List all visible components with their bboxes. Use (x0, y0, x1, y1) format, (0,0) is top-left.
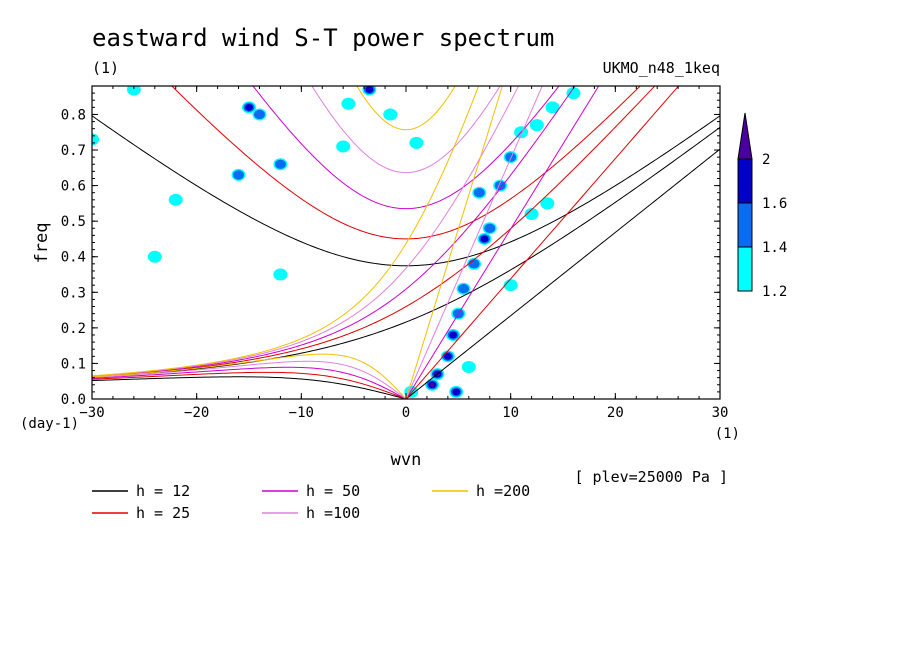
y-tick-label: 0.3 (61, 285, 86, 301)
colorbar: 1.2 1.4 1.6 2 (737, 112, 787, 300)
x-axis-label: wvn (391, 450, 422, 470)
contour-patch (503, 279, 518, 292)
chart-subtitle-right: UKMO_n48_1keq (603, 59, 720, 77)
contour-patch (505, 152, 517, 162)
contour-patch (409, 136, 424, 149)
y-tick-label: 0.2 (61, 321, 86, 337)
contour-patch (484, 223, 496, 233)
colorbar-level-label: 2 (762, 152, 770, 168)
x-tick-label: 10 (502, 405, 519, 421)
legend: h = 12 h = 25 h = 50 h =100 h =200 (92, 482, 530, 522)
legend-label: h =200 (476, 482, 530, 500)
contour-patch (480, 235, 489, 243)
y-tick-label: 0.5 (61, 214, 86, 230)
colorbar-level-label: 1.4 (762, 240, 787, 256)
contour-patch (245, 103, 253, 111)
contour-patch (383, 108, 398, 121)
y-tick-label: 0.7 (61, 143, 86, 159)
mrg-wave-curve (92, 86, 480, 377)
kelvin-wave-curve (405, 86, 543, 399)
chart-subtitle-left: (1) (92, 59, 119, 77)
colorbar-segment (737, 158, 753, 204)
x-axis-ticks: −30 −20 −10 0 10 20 30 (79, 86, 728, 421)
x-tick-label: −20 (184, 405, 209, 421)
rossby-wave-curve (92, 360, 407, 399)
y-tick-label: 0.1 (61, 356, 86, 372)
gravity-wave-curve (171, 86, 641, 240)
contour-patch (545, 101, 560, 114)
contour-patch (443, 352, 452, 360)
y-axis-ticks: 0.0 0.1 0.2 0.3 0.4 0.5 0.6 0.7 0.8 (61, 92, 720, 408)
x-tick-label: −30 (79, 405, 104, 421)
colorbar-level-label: 1.6 (762, 196, 787, 212)
gravity-wave-curve (92, 115, 720, 267)
contour-patch (452, 388, 461, 396)
contour-patch (233, 170, 244, 180)
x-tick-label: 0 (402, 405, 410, 421)
x-tick-label: 20 (607, 405, 624, 421)
gravity-wave-curve (252, 86, 560, 210)
mrg-wave-curve (92, 126, 720, 378)
contour-patch (273, 268, 288, 281)
rossby-wave-curve (92, 376, 407, 399)
y-tick-label: 0.6 (61, 179, 86, 195)
contour-patch (341, 97, 356, 110)
contour-patch (274, 159, 286, 169)
contour-patch (429, 382, 435, 387)
plev-annotation: [ plev=25000 Pa ] (574, 468, 728, 486)
contour-patch (147, 250, 162, 263)
contour-patch (336, 140, 351, 153)
y-tick-label: 0.0 (61, 392, 86, 408)
contour-patch (473, 188, 485, 198)
legend-label: h = 50 (306, 482, 360, 500)
rossby-wave-curve (92, 353, 407, 399)
plot-frame (91, 85, 721, 400)
x-unit-label: (1) (715, 426, 740, 442)
mrg-wave-curve (92, 86, 576, 377)
mrg-wave-curve (92, 86, 520, 377)
gravity-wave-curve (311, 86, 501, 174)
contour-patch (126, 86, 141, 96)
legend-label: h =100 (306, 504, 360, 522)
legend-label: h = 25 (136, 504, 190, 522)
kelvin-wave-curve (405, 86, 503, 399)
y-tick-label: 0.8 (61, 107, 86, 123)
mrg-wave-curve (92, 86, 656, 378)
chart-title: eastward wind S-T power spectrum (92, 24, 554, 52)
contour-patches (92, 86, 581, 398)
contour-patch (540, 197, 555, 210)
kelvin-wave-curve (405, 86, 600, 399)
y-unit-label: (day-1) (20, 416, 79, 432)
contour-patch (524, 208, 539, 221)
colorbar-segment (737, 202, 753, 248)
colorbar-extend-arrow (737, 112, 753, 160)
kelvin-wave-curve (405, 148, 720, 399)
x-tick-label: 30 (712, 405, 729, 421)
rossby-wave-curve (92, 371, 407, 399)
gravity-wave-curve (356, 86, 456, 131)
kelvin-wave-curve (405, 86, 680, 399)
dispersion-curves (92, 86, 720, 399)
contour-patch (365, 86, 374, 93)
contour-patch (461, 360, 476, 373)
contour-patch (458, 284, 470, 294)
y-axis-label: freq (32, 223, 52, 264)
rossby-wave-curve (92, 366, 407, 399)
contour-patch (529, 119, 544, 132)
colorbar-level-label: 1.2 (762, 284, 787, 300)
contour-patch (468, 259, 480, 269)
x-tick-label: −10 (289, 405, 314, 421)
y-tick-label: 0.4 (61, 250, 86, 266)
contour-patch (92, 133, 99, 146)
legend-label: h = 12 (136, 482, 190, 500)
contour-patch (254, 109, 265, 120)
contour-patch (168, 193, 183, 206)
contour-patch (566, 87, 581, 100)
colorbar-segment (737, 246, 753, 292)
contour-patch (449, 331, 458, 339)
